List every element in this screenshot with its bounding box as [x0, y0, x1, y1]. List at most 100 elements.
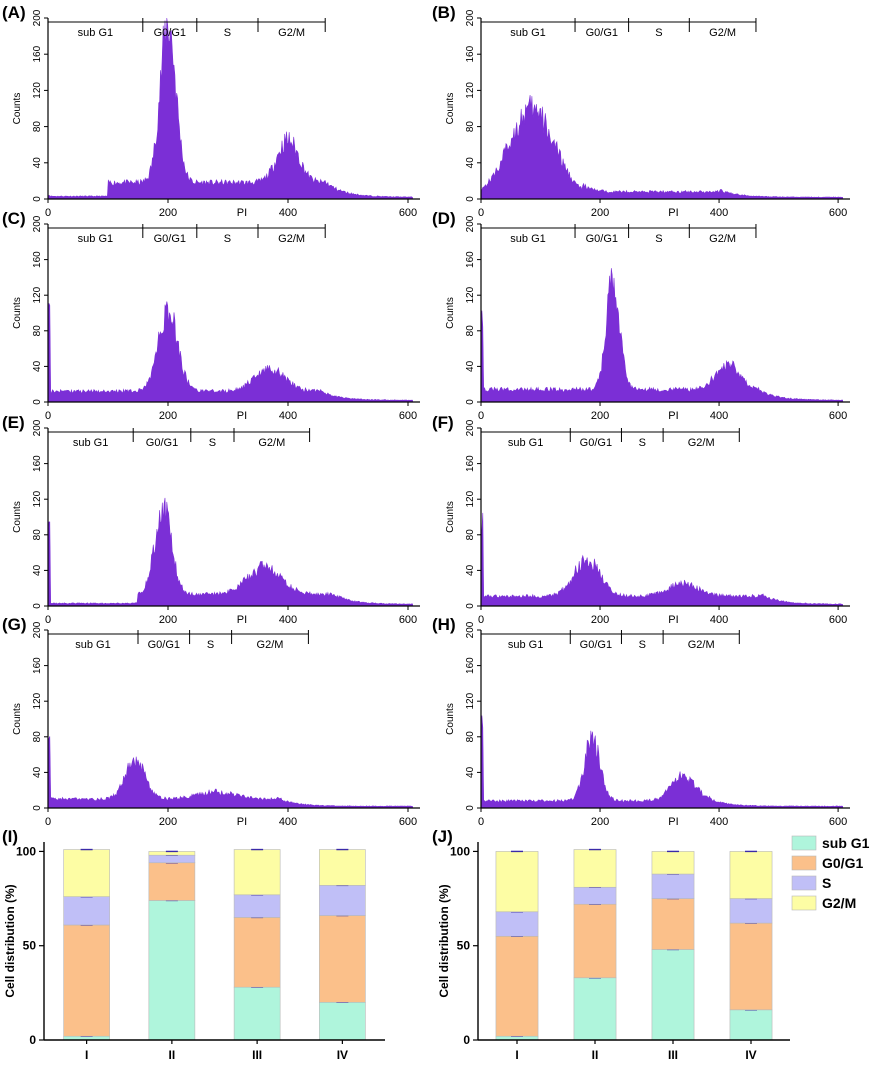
y-tick-label: 0: [465, 399, 476, 405]
y-axis-label: Counts: [12, 501, 23, 533]
gate-label: G0/G1: [154, 27, 186, 39]
y-tick-label: 40: [32, 360, 43, 372]
x-tick-label: 400: [710, 614, 728, 626]
y-tick-label: 80: [32, 121, 43, 133]
x-tick-label: 200: [591, 410, 609, 422]
histogram-bars: [47, 497, 414, 607]
gate-label: G0/G1: [146, 437, 178, 449]
y-tick-label: 50: [23, 939, 37, 953]
y-tick-label: 120: [465, 692, 476, 709]
gate-label: sub G1: [73, 437, 108, 449]
bar-segment: [651, 949, 695, 1041]
x-axis-label: PI: [237, 410, 247, 422]
bar-segment: [148, 900, 196, 1041]
panel-label: (A): [2, 3, 26, 22]
y-tick-label: 160: [465, 45, 476, 62]
x-axis-label: PI: [237, 816, 247, 828]
histogram-bars: [47, 17, 414, 200]
bar-segment: [148, 862, 196, 901]
y-tick-label: 0: [32, 805, 43, 811]
x-axis-label: PI: [668, 614, 678, 626]
bar-segment: [495, 935, 539, 1037]
legend-label: S: [822, 875, 831, 891]
legend: sub G1 G0/G1 S G2/M: [791, 835, 870, 911]
y-tick-label: 200: [32, 621, 43, 638]
y-tick-label: 160: [32, 251, 43, 268]
gate-label: sub G1: [510, 233, 545, 245]
histogram-bars: [480, 715, 844, 809]
histogram-bars: [47, 736, 414, 809]
x-tick-label: 400: [279, 410, 297, 422]
y-tick-label: 80: [465, 325, 476, 337]
x-tick-label: 600: [399, 410, 417, 422]
x-axis-label: PI: [668, 816, 678, 828]
gate-label: G0/G1: [586, 233, 618, 245]
y-tick-label: 160: [465, 657, 476, 674]
panel-label: (H): [432, 615, 456, 634]
bar-segment: [319, 915, 366, 1003]
y-tick-label: 160: [32, 657, 43, 674]
y-tick-label: 200: [465, 9, 476, 26]
y-axis-label: Counts: [445, 297, 456, 329]
y-tick-label: 80: [32, 529, 43, 541]
gate-label: S: [224, 27, 231, 39]
x-tick-label: 0: [478, 207, 484, 219]
gate-label: G2/M: [278, 27, 305, 39]
bar-segment: [729, 922, 773, 1011]
y-tick-label: 0: [465, 196, 476, 202]
bar-segment: [495, 911, 539, 937]
x-tick-label: 600: [829, 614, 847, 626]
x-axis-label: PI: [668, 207, 678, 219]
y-tick-label: 40: [32, 564, 43, 576]
x-tick-label: 0: [45, 816, 51, 828]
y-axis-label: Counts: [445, 93, 456, 125]
x-tick-label: III: [252, 1048, 262, 1062]
gate-label: S: [209, 437, 216, 449]
x-tick-label: 400: [710, 410, 728, 422]
histogram-bars: [480, 512, 844, 607]
bar-segment: [233, 917, 281, 988]
y-tick-label: 0: [32, 399, 43, 405]
gate-label: sub G1: [78, 233, 113, 245]
y-tick-label: 0: [32, 603, 43, 609]
y-tick-label: 80: [465, 121, 476, 133]
x-tick-label: 0: [478, 410, 484, 422]
y-tick-label: 40: [32, 157, 43, 169]
y-tick-label: 40: [465, 766, 476, 778]
x-tick-label: 200: [159, 410, 177, 422]
x-tick-label: 400: [710, 816, 728, 828]
x-tick-label: II: [169, 1048, 176, 1062]
x-tick-label: 600: [399, 614, 417, 626]
bar-segment: [651, 851, 695, 875]
legend-swatch: [791, 875, 817, 891]
y-axis-label: Counts: [12, 93, 23, 125]
bar-segment: [319, 885, 366, 916]
x-tick-label: 0: [45, 207, 51, 219]
gate-label: G2/M: [709, 27, 736, 39]
gate-label: sub G1: [510, 27, 545, 39]
histogram-panel-B: (B) 0 40 80 120 160 200 Counts 0 200 400 600 PI sub G…: [432, 3, 850, 219]
y-tick-label: 100: [450, 844, 470, 858]
x-tick-label: 600: [399, 207, 417, 219]
y-tick-label: 0: [465, 603, 476, 609]
panel-label: (G): [2, 615, 27, 634]
y-tick-label: 200: [465, 621, 476, 638]
bar-segment: [63, 849, 110, 897]
bar-segment: [651, 873, 695, 899]
x-tick-label: III: [668, 1048, 678, 1062]
x-tick-label: 200: [591, 816, 609, 828]
x-tick-label: 600: [829, 410, 847, 422]
bar-segment: [319, 1001, 366, 1041]
x-tick-label: 200: [159, 207, 177, 219]
histogram-bars: [480, 95, 844, 200]
y-axis-label: Counts: [12, 703, 23, 735]
x-tick-label: IV: [745, 1048, 756, 1062]
bar-segment: [148, 854, 196, 864]
bar-segment: [233, 849, 281, 896]
x-tick-label: 200: [591, 614, 609, 626]
gate-label: sub G1: [78, 27, 113, 39]
bar-segment: [63, 896, 110, 926]
